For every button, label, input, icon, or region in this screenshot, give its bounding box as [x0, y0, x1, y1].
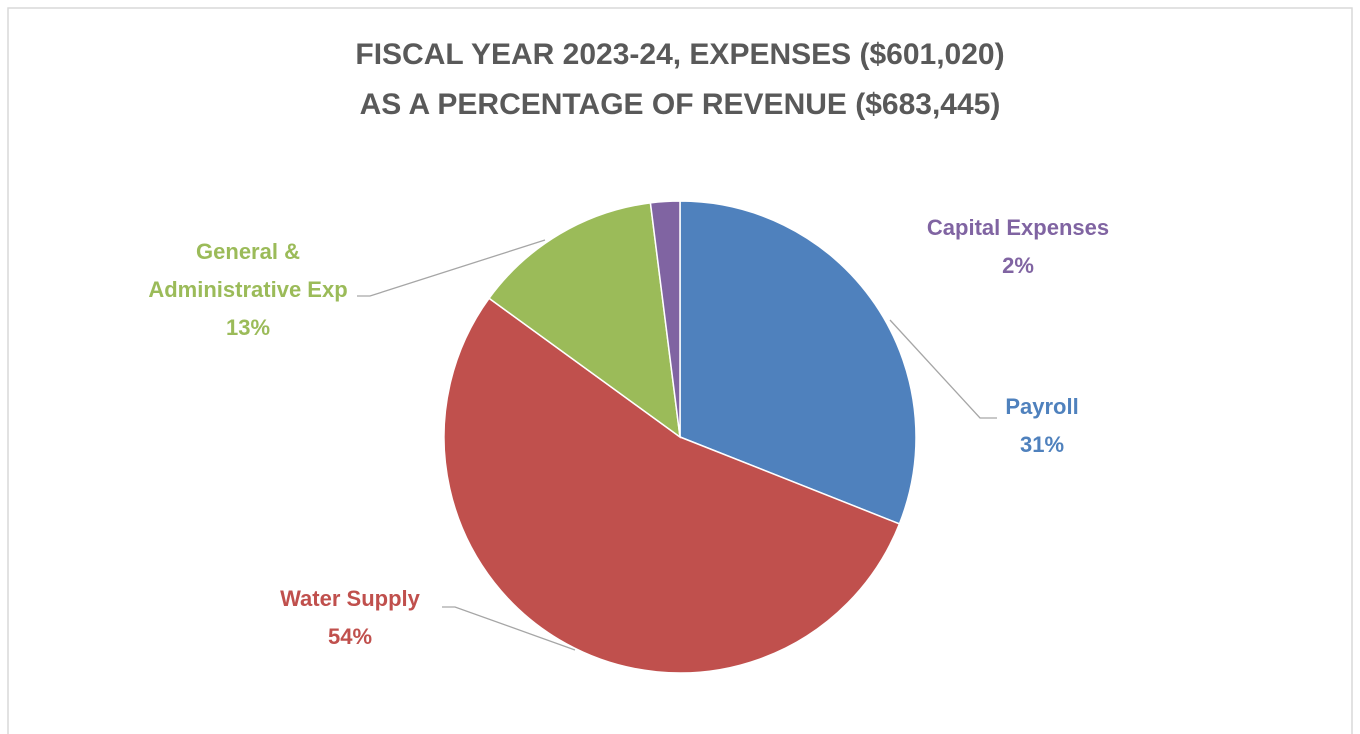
pie-slice: [679, 200, 917, 525]
pie: [443, 200, 917, 674]
label-value: 13%: [225, 315, 271, 340]
label-name: Capital Expenses: [926, 215, 1110, 240]
data-label: Payroll 31%: [937, 388, 1147, 464]
chart-title: FISCAL YEAR 2023-24, EXPENSES ($601,020): [355, 38, 1005, 71]
data-label: Capital Expenses 2%: [913, 209, 1123, 285]
pie-slice: [649, 200, 681, 438]
chart-title: AS A PERCENTAGE OF REVENUE ($683,445): [359, 88, 1001, 121]
data-label: General & Administrative Exp 13%: [143, 233, 353, 347]
label-value: 2%: [1002, 253, 1034, 278]
data-label: Water Supply 54%: [245, 580, 455, 656]
leader-line: [442, 606, 576, 651]
label-name: Payroll: [1005, 394, 1079, 419]
label-name: General & Administrative Exp: [148, 239, 348, 302]
label-value: 31%: [1019, 432, 1065, 457]
label-value: 54%: [327, 624, 373, 649]
label-name: Water Supply: [280, 586, 420, 611]
leader-line: [357, 239, 546, 297]
pie-slice: [488, 202, 681, 439]
chart-border: [7, 7, 1353, 734]
leader-line: [889, 319, 997, 419]
pie-slice: [443, 297, 901, 674]
